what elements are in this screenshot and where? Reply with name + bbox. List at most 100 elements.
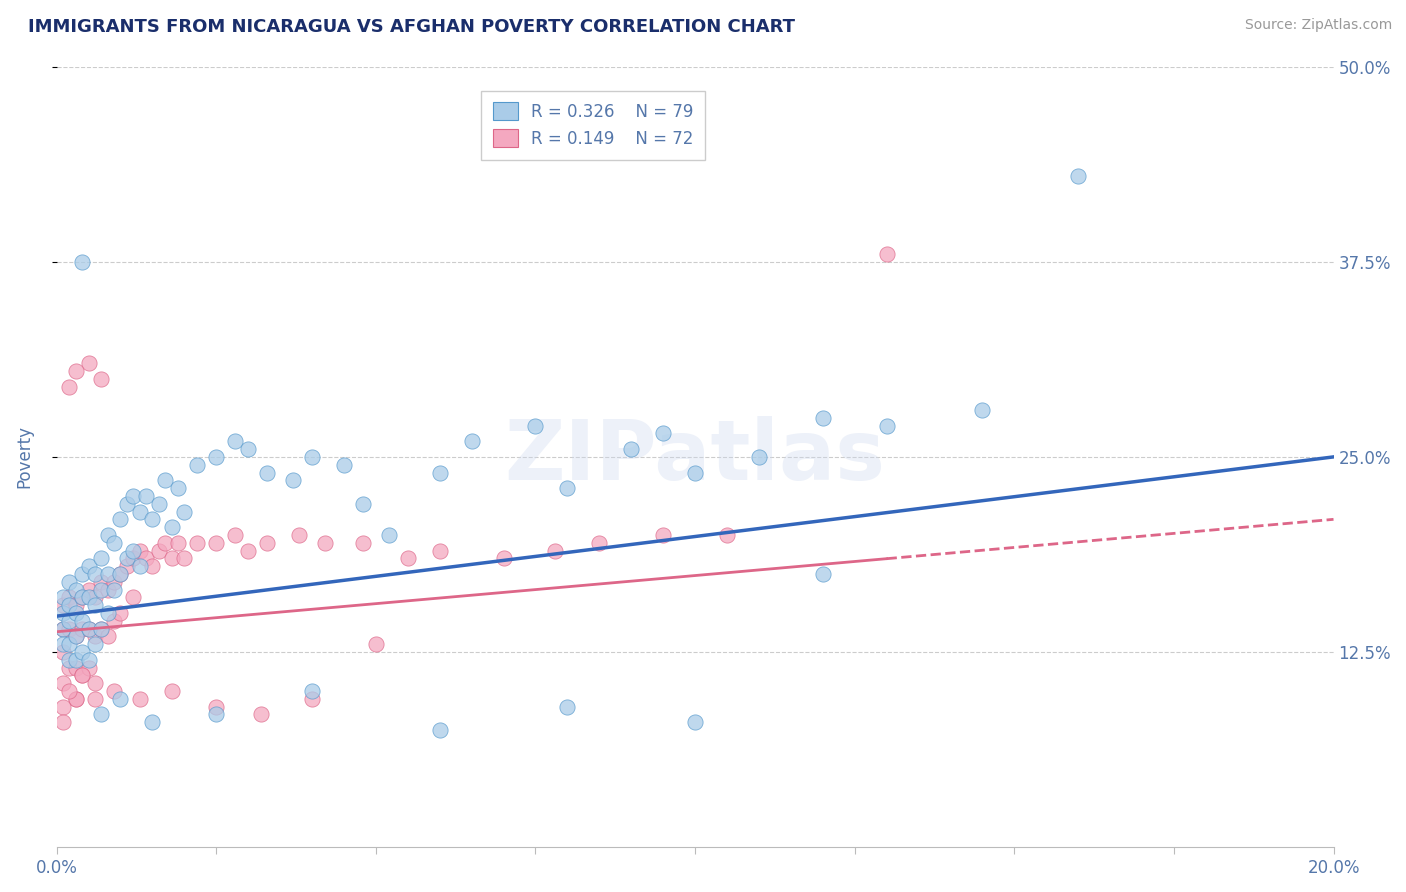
Point [58,660,80,674]
Point [160,551,183,566]
Point [683,466,706,480]
Point [620,442,643,456]
Point [167,535,190,549]
Text: Source: ZipAtlas.com: Source: ZipAtlas.com [1244,18,1392,32]
Point [352,497,374,511]
Point [52,622,75,636]
Point [52,622,75,636]
Point [141,559,163,574]
Point [97,528,120,542]
Point [77,653,100,667]
Point [429,466,451,480]
Point [103,614,125,628]
Point [52,591,75,605]
Point [52,606,75,620]
Point [557,481,579,495]
Point [84,637,107,651]
Point [65,606,87,620]
Point [557,699,579,714]
Point [748,450,770,464]
Point [135,489,157,503]
Point [224,434,246,449]
Point [70,645,93,659]
Point [543,543,565,558]
Point [811,566,834,581]
Point [77,660,100,674]
Point [186,535,208,549]
Point [84,676,107,690]
Point [652,528,675,542]
Point [90,622,112,636]
Point [70,254,93,268]
Point [429,543,451,558]
Point [97,606,120,620]
Point [65,629,87,643]
Point [110,512,132,526]
Point [77,582,100,597]
Point [77,591,100,605]
Point [314,535,336,549]
Point [58,591,80,605]
Point [84,598,107,612]
Point [333,458,356,472]
Text: IMMIGRANTS FROM NICARAGUA VS AFGHAN POVERTY CORRELATION CHART: IMMIGRANTS FROM NICARAGUA VS AFGHAN POVE… [28,18,796,36]
Point [288,528,311,542]
Point [58,574,80,589]
Point [115,559,138,574]
Point [70,668,93,682]
Point [58,598,80,612]
Point [84,566,107,581]
Point [716,528,738,542]
Point [103,574,125,589]
Point [250,707,273,722]
Point [364,637,387,651]
Point [205,707,228,722]
Point [352,535,374,549]
Point [128,691,150,706]
Point [65,660,87,674]
Point [110,691,132,706]
Point [90,622,112,636]
Point [122,543,145,558]
Point [115,551,138,566]
Point [524,418,547,433]
Point [110,606,132,620]
Point [148,543,170,558]
Point [281,473,304,487]
Point [153,535,176,549]
Point [186,458,208,472]
Point [148,497,170,511]
Point [90,707,112,722]
Point [224,528,246,542]
Point [70,591,93,605]
Point [236,543,259,558]
Point [90,372,112,386]
Point [153,473,176,487]
Point [173,504,195,518]
Point [58,637,80,651]
Point [97,629,120,643]
Point [90,551,112,566]
Point [301,691,323,706]
Point [103,684,125,698]
Point [65,598,87,612]
Point [58,379,80,393]
Point [58,653,80,667]
Point [84,629,107,643]
Point [65,582,87,597]
Point [122,591,145,605]
Point [122,551,145,566]
Point [70,614,93,628]
Point [77,559,100,574]
Point [84,591,107,605]
Point [128,559,150,574]
Point [97,582,120,597]
Point [52,699,75,714]
Point [460,434,482,449]
Point [876,418,898,433]
Point [52,598,75,612]
Point [588,535,610,549]
Point [77,622,100,636]
Point [90,574,112,589]
Point [52,715,75,730]
